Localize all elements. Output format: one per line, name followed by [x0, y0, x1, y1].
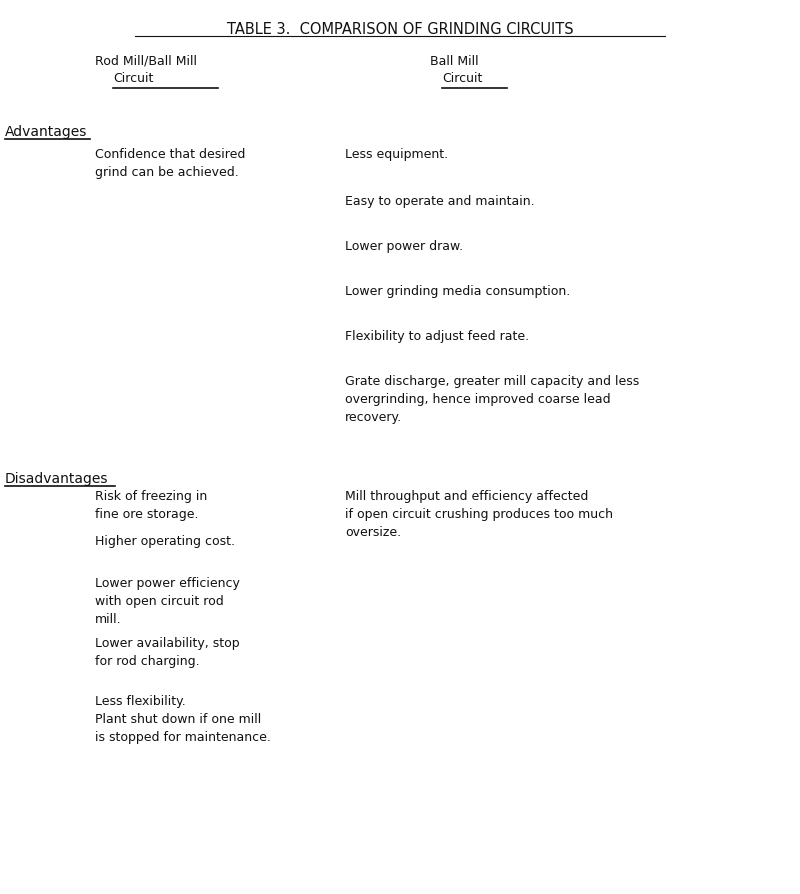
Text: Circuit: Circuit: [113, 72, 154, 85]
Text: Grate discharge, greater mill capacity and less
overgrinding, hence improved coa: Grate discharge, greater mill capacity a…: [345, 375, 639, 424]
Text: Rod Mill/Ball Mill: Rod Mill/Ball Mill: [95, 55, 197, 68]
Text: Flexibility to adjust feed rate.: Flexibility to adjust feed rate.: [345, 330, 529, 343]
Text: Risk of freezing in
fine ore storage.: Risk of freezing in fine ore storage.: [95, 490, 207, 521]
Text: Advantages: Advantages: [5, 125, 87, 139]
Text: Less flexibility.
Plant shut down if one mill
is stopped for maintenance.: Less flexibility. Plant shut down if one…: [95, 695, 271, 744]
Text: Disadvantages: Disadvantages: [5, 472, 109, 486]
Text: Lower availability, stop
for rod charging.: Lower availability, stop for rod chargin…: [95, 637, 240, 668]
Text: Lower power efficiency
with open circuit rod
mill.: Lower power efficiency with open circuit…: [95, 577, 240, 626]
Text: Easy to operate and maintain.: Easy to operate and maintain.: [345, 195, 534, 208]
Text: Ball Mill: Ball Mill: [430, 55, 478, 68]
Text: Confidence that desired
grind can be achieved.: Confidence that desired grind can be ach…: [95, 148, 246, 179]
Text: Lower power draw.: Lower power draw.: [345, 240, 463, 253]
Text: TABLE 3.  COMPARISON OF GRINDING CIRCUITS: TABLE 3. COMPARISON OF GRINDING CIRCUITS: [226, 22, 574, 37]
Text: Mill throughput and efficiency affected
if open circuit crushing produces too mu: Mill throughput and efficiency affected …: [345, 490, 613, 539]
Text: Higher operating cost.: Higher operating cost.: [95, 535, 235, 548]
Text: Circuit: Circuit: [442, 72, 482, 85]
Text: Less equipment.: Less equipment.: [345, 148, 448, 161]
Text: Lower grinding media consumption.: Lower grinding media consumption.: [345, 285, 570, 298]
